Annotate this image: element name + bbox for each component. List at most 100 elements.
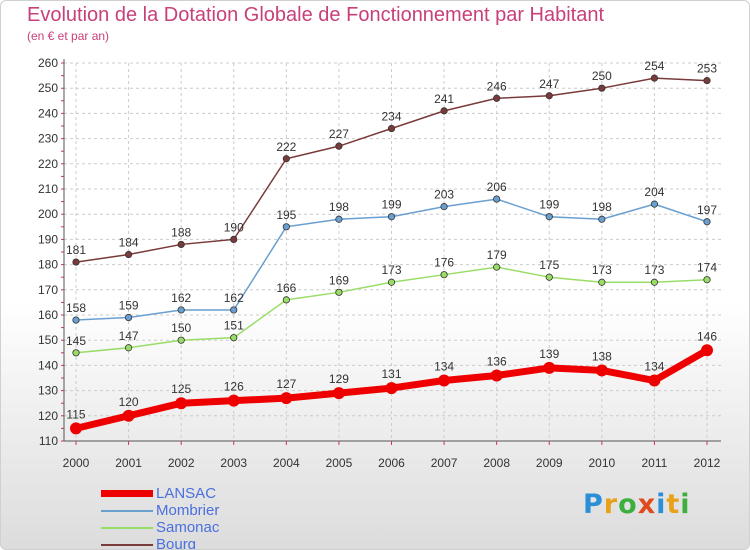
data-label: 162 bbox=[224, 291, 244, 305]
data-point bbox=[493, 195, 501, 203]
x-tick-label: 2010 bbox=[588, 456, 615, 470]
y-tick-label: 160 bbox=[38, 308, 58, 322]
data-label: 181 bbox=[66, 243, 86, 257]
data-point bbox=[701, 344, 713, 357]
y-tick-label: 150 bbox=[38, 333, 58, 347]
data-point bbox=[545, 273, 553, 281]
data-point bbox=[177, 240, 185, 249]
x-tick-label: 2011 bbox=[642, 456, 668, 470]
data-point bbox=[598, 84, 606, 92]
data-label: 199 bbox=[539, 198, 559, 212]
data-point bbox=[545, 213, 553, 221]
logo-letter: r bbox=[603, 489, 619, 520]
data-label: 127 bbox=[276, 377, 296, 391]
data-label: 145 bbox=[66, 334, 86, 348]
data-point bbox=[175, 397, 188, 410]
legend-swatch bbox=[101, 490, 153, 497]
data-point bbox=[124, 344, 133, 352]
logo-letter: o bbox=[618, 489, 638, 520]
data-point bbox=[72, 349, 80, 357]
y-tick-label: 170 bbox=[38, 283, 58, 297]
data-point bbox=[227, 394, 240, 407]
y-tick-label: 200 bbox=[38, 207, 58, 221]
data-point bbox=[493, 263, 501, 271]
data-point bbox=[177, 306, 185, 314]
data-label: 173 bbox=[381, 263, 401, 277]
data-point bbox=[282, 155, 290, 163]
x-tick-label: 2012 bbox=[694, 456, 721, 470]
x-tick-label: 2002 bbox=[168, 456, 195, 470]
data-label: 198 bbox=[592, 200, 612, 214]
x-tick-label: 2009 bbox=[536, 456, 563, 470]
y-tick-label: 240 bbox=[38, 106, 58, 120]
legend-swatch bbox=[101, 543, 153, 546]
data-point bbox=[72, 258, 80, 266]
data-point bbox=[440, 271, 448, 279]
data-point bbox=[124, 250, 133, 259]
data-label: 204 bbox=[644, 185, 664, 199]
data-point bbox=[440, 107, 448, 115]
data-point bbox=[122, 409, 135, 422]
legend-item: Samonac bbox=[101, 519, 219, 536]
data-label: 227 bbox=[329, 127, 349, 141]
y-tick-label: 260 bbox=[38, 56, 58, 70]
data-point bbox=[385, 382, 398, 395]
data-label: 253 bbox=[697, 62, 717, 76]
data-point bbox=[438, 374, 451, 387]
data-label: 146 bbox=[697, 329, 717, 343]
data-label: 179 bbox=[487, 248, 507, 262]
data-label: 169 bbox=[329, 273, 349, 287]
data-label: 234 bbox=[381, 110, 401, 124]
data-point bbox=[280, 392, 293, 405]
legend-label: Bourg bbox=[156, 536, 197, 550]
data-label: 136 bbox=[487, 354, 507, 368]
data-point bbox=[177, 336, 185, 344]
data-label: 131 bbox=[381, 367, 401, 381]
data-label: 247 bbox=[539, 77, 559, 91]
data-label: 184 bbox=[119, 236, 139, 250]
data-label: 176 bbox=[434, 256, 454, 270]
data-label: 241 bbox=[434, 92, 454, 106]
chart-title: Evolution de la Dotation Globale de Fonc… bbox=[27, 4, 605, 26]
data-point bbox=[703, 218, 711, 226]
data-label: 250 bbox=[592, 69, 612, 83]
data-point bbox=[595, 364, 608, 377]
data-point bbox=[650, 200, 659, 208]
data-label: 138 bbox=[592, 349, 612, 363]
logo-letter: i bbox=[680, 489, 691, 520]
logo-letter: x bbox=[637, 489, 657, 520]
data-label: 147 bbox=[119, 329, 139, 343]
legend-item: LANSAC bbox=[101, 485, 219, 502]
data-point bbox=[490, 369, 503, 382]
data-point bbox=[440, 203, 448, 211]
logo-letter: t bbox=[666, 489, 681, 520]
data-label: 134 bbox=[644, 360, 664, 374]
x-tick-label: 2008 bbox=[483, 456, 510, 470]
data-point bbox=[335, 215, 343, 223]
y-tick-label: 220 bbox=[38, 157, 58, 171]
x-tick-label: 2007 bbox=[431, 456, 458, 470]
data-label: 139 bbox=[539, 347, 559, 361]
y-tick-label: 210 bbox=[38, 182, 58, 196]
data-point bbox=[230, 334, 238, 342]
data-point bbox=[598, 278, 606, 286]
data-label: 195 bbox=[276, 208, 296, 222]
x-tick-label: 2005 bbox=[326, 456, 353, 470]
data-point bbox=[703, 276, 711, 284]
legend-item: Mombrier bbox=[101, 502, 219, 519]
data-label: 151 bbox=[224, 319, 244, 333]
data-point bbox=[598, 215, 606, 223]
y-tick-label: 180 bbox=[38, 258, 58, 272]
logo-letter: P bbox=[583, 489, 604, 520]
chart-subtitle: (en € et par an) bbox=[27, 29, 110, 43]
data-point bbox=[335, 288, 343, 296]
x-tick-label: 2001 bbox=[115, 456, 142, 470]
data-label: 120 bbox=[119, 395, 139, 409]
data-point bbox=[230, 235, 238, 243]
data-label: 222 bbox=[276, 140, 296, 154]
data-label: 158 bbox=[66, 301, 86, 315]
data-point bbox=[335, 142, 343, 150]
data-point bbox=[332, 387, 345, 400]
y-tick-label: 120 bbox=[38, 409, 58, 423]
